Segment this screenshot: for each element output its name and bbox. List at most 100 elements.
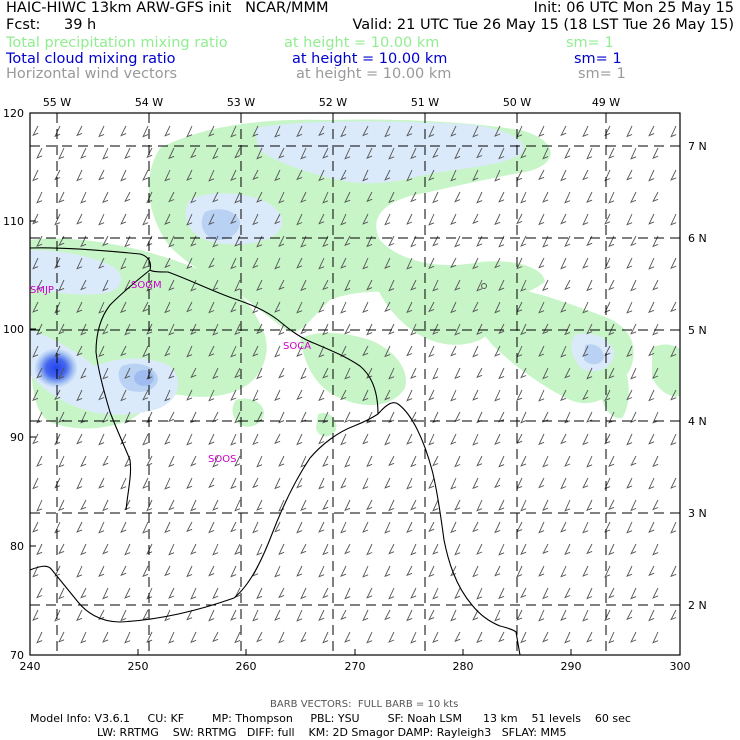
wind-barb [190,279,197,292]
wind-barb [608,323,615,336]
wind-barb [32,565,39,578]
wind-barb [146,191,153,204]
wind-barb [168,367,175,380]
wind-barb [520,411,527,424]
wind-barb [428,301,435,313]
field-wind-height: at height = 10.00 km [296,66,452,82]
wind-barb [234,147,241,159]
wind-barb [454,279,461,291]
wind-barb [322,455,329,467]
wind-barb [340,169,347,181]
wind-barb [520,499,527,512]
wind-barb [406,345,413,357]
wind-barb [384,257,391,269]
wind-barb [450,213,457,226]
wind-barb [626,565,633,578]
wind-barb [384,565,391,578]
wind-barb [626,213,633,226]
wind-barb [322,367,329,379]
coastlines [30,247,521,655]
wind-barb [102,411,109,423]
wind-barb [344,323,351,335]
wind-barb [384,389,391,401]
wind-barb [54,301,61,314]
wind-barb [366,279,373,291]
grid-y-label: 110 [3,215,24,228]
wind-barb [564,367,571,379]
wind-barb [124,323,131,336]
wind-barb [300,411,307,423]
wind-barb [32,521,39,533]
wind-barb [340,389,347,401]
wind-barb [498,323,505,335]
wind-barb [318,521,325,533]
wind-barb [564,411,571,424]
wind-barb [168,455,175,468]
wind-barb [454,147,461,160]
wind-barb [560,565,567,578]
wind-barb [652,455,659,468]
wind-barb [252,301,259,314]
wind-barb [630,587,637,600]
wind-barb [626,389,633,401]
wind-barb [538,213,545,226]
wind-barb [256,455,263,468]
wind-barb [32,169,39,182]
wind-barb [252,521,259,534]
wind-barb [278,235,285,247]
wind-barb [230,257,237,270]
field-cloud-sm: sm= 1 [574,51,622,67]
wind-barb [670,257,677,270]
wind-barb [604,433,611,445]
wind-barb [190,191,197,204]
wind-barb [560,125,567,137]
wind-barb [542,191,549,203]
wind-barb [670,521,677,534]
wind-barb [142,565,149,578]
plot-title: HAIC-HIWC 13km ARW-GFS init NCAR/MMM [6,0,329,16]
wind-barb [472,345,479,358]
wind-barb [102,455,109,467]
wind-barb [630,455,637,467]
wind-barb [102,235,109,247]
wind-barb [648,125,655,137]
wind-barb [498,235,505,248]
wind-barb [190,631,197,644]
wind-barb [76,565,83,578]
wind-barb [344,631,351,643]
wind-barb [648,433,655,445]
wind-barb [146,235,153,247]
wind-barb [362,125,369,137]
lon-label: 50 W [503,96,531,109]
wind-barb [366,587,373,599]
wind-barb [428,125,435,138]
wind-barb [76,609,83,622]
wind-barb [516,433,523,445]
lon-label: 49 W [592,96,620,109]
wind-barb [564,455,571,467]
wind-barb [186,301,193,313]
wind-barb [344,191,351,204]
wind-barb [120,125,127,137]
wind-barb [366,367,373,379]
wind-barb [476,191,483,204]
wind-barb [252,169,259,181]
wind-barb [582,257,589,269]
wind-barb [124,235,131,248]
wind-barb [54,169,61,181]
wind-barb [626,521,633,534]
wind-barb [142,213,149,226]
wind-barb [652,499,659,511]
wind-barb [498,411,505,423]
wind-barb [560,433,567,445]
wind-barb [560,609,567,621]
lat-label: 7 N [688,140,707,153]
wind-barb [58,323,65,335]
wind-barb [230,125,237,138]
wind-barb [366,455,373,468]
wind-barb [604,477,611,490]
wind-barb [120,609,127,622]
wind-barb [494,565,501,577]
wind-barb [146,499,153,512]
wind-barb [520,543,527,556]
